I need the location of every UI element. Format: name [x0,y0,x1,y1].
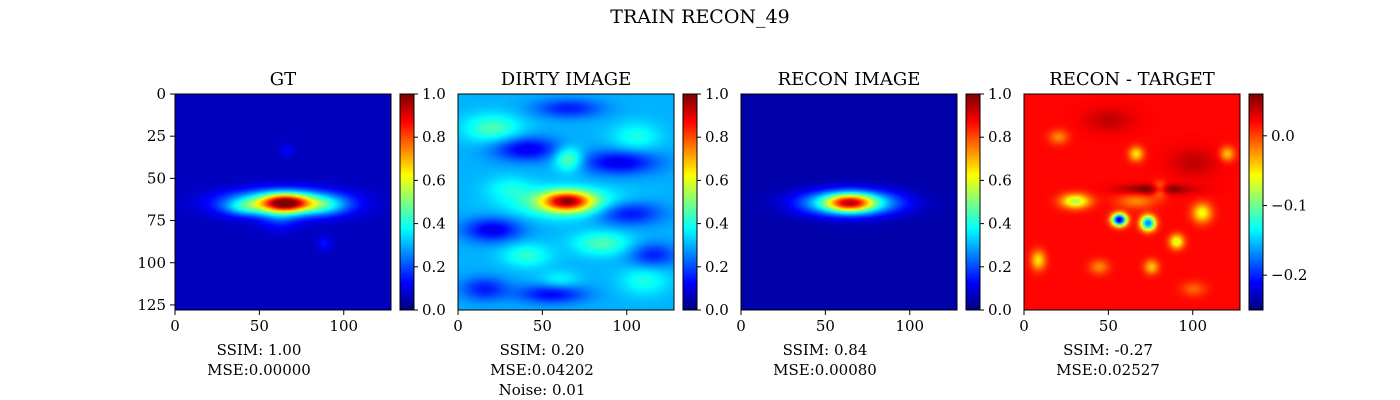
colorbar-frame [399,93,415,311]
y-tick-label: 125 [137,296,166,314]
heatmap-image [458,94,674,310]
colorbar-tick-label: 0.8 [988,128,1012,146]
colorbar-frame [965,93,981,311]
ssim-label: SSIM: 0.84 [783,341,868,359]
colorbar-tick-label: 1.0 [422,85,446,103]
colorbar [400,94,414,310]
mse-label: MSE:0.00000 [207,361,311,379]
colorbar-frame [1248,93,1264,311]
x-tick-label: 0 [736,317,746,335]
figure-suptitle: TRAIN RECON_49 [610,6,789,28]
colorbar-tick-label: 1.0 [988,85,1012,103]
axes-frame [740,93,958,311]
colorbar-tick-label: 0.6 [988,171,1012,189]
colorbar-tick-label: 0.0 [422,301,446,319]
y-tick-label: 75 [147,212,166,230]
colorbar-tick-label: 0.2 [988,258,1012,276]
colorbar-tick-label: 0.8 [705,128,729,146]
colorbar [683,94,697,310]
colorbar-tick-label: 0.0 [988,301,1012,319]
heatmap-image [741,94,957,310]
colorbar-tick-label: 0.2 [422,258,446,276]
x-tick-label: 100 [612,317,641,335]
colorbar-tick-label: −0.1 [1271,196,1307,214]
mse-label: MSE:0.02527 [1056,361,1160,379]
colorbar-frame [682,93,698,311]
colorbar-tick-label: 0.6 [422,171,446,189]
x-tick-label: 100 [329,317,358,335]
colorbar-tick-label: 0.2 [705,258,729,276]
heatmap-image [175,94,391,310]
x-tick-label: 50 [816,317,835,335]
y-tick-label: 50 [147,169,166,187]
x-tick-label: 50 [533,317,552,335]
mse-label: MSE:0.00080 [773,361,877,379]
panels: GT 0 50 100 0 25 50 75 100 125 0.0 0.2 0.4 0.6 0.8 1.0 S… [137,69,1307,399]
heatmap-image [1024,94,1240,310]
x-tick-label: 0 [1019,317,1029,335]
ssim-label: SSIM: 1.00 [217,341,302,359]
colorbar-tick-label: 0.0 [705,301,729,319]
colorbar [966,94,980,310]
panel-title: RECON - TARGET [1049,69,1215,90]
panel-title: DIRTY IMAGE [501,69,631,90]
axes-frame [174,93,392,311]
ssim-label: SSIM: -0.27 [1063,341,1153,359]
panel-dirty-image: DIRTY IMAGE 0 50 100 0.0 0.2 0.4 0.6 0.8 1.0 SSIM:… [453,69,729,399]
colorbar-tick-label: −0.2 [1271,266,1307,284]
colorbar-tick-label: 0.4 [988,215,1012,233]
x-tick-label: 50 [1099,317,1118,335]
x-tick-label: 0 [170,317,180,335]
colorbar-tick-label: 0.8 [422,128,446,146]
x-tick-label: 100 [895,317,924,335]
panel-title: RECON IMAGE [778,69,921,90]
colorbar-tick-label: 1.0 [705,85,729,103]
colorbar-tick-label: 0.6 [705,171,729,189]
colorbar [1249,94,1263,310]
panel-title: GT [270,69,296,90]
mse-label: MSE:0.04202 [490,361,594,379]
colorbar-tick-label: 0.4 [422,215,446,233]
colorbar-tick-label: 0.0 [1271,127,1295,145]
axes-frame [1023,93,1241,311]
x-tick-label: 0 [453,317,463,335]
axes-frame [457,93,675,311]
panel-recon-image: RECON IMAGE 0 50 100 0.0 0.2 0.4 0.6 0.8 1.0 SSIM:… [736,69,1012,379]
y-tick-label: 0 [156,85,166,103]
x-tick-label: 50 [250,317,269,335]
ssim-label: SSIM: 0.20 [500,341,585,359]
y-tick-label: 100 [137,254,166,272]
colorbar-tick-label: 0.4 [705,215,729,233]
x-tick-label: 100 [1178,317,1207,335]
panel-gt: GT 0 50 100 0 25 50 75 100 125 0.0 0.2 0.4 0.6 0.8 1.0 S… [137,69,446,379]
y-tick-label: 25 [147,127,166,145]
panel-recon-target: RECON - TARGET 0 50 100 0.0 −0.1 −0.2 SSIM: -0.… [1019,69,1307,379]
noise-label: Noise: 0.01 [499,381,586,399]
